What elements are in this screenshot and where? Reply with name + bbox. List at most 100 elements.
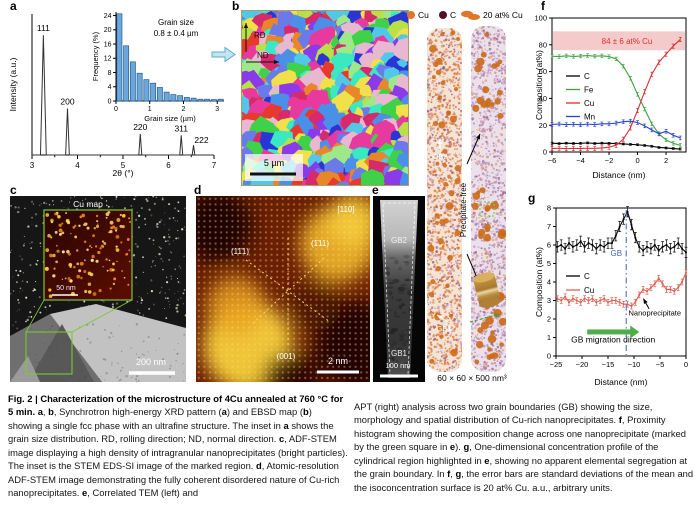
panel-label-e: e <box>372 183 379 197</box>
svg-text:40: 40 <box>539 94 547 103</box>
svg-text:100: 100 <box>534 14 547 23</box>
svg-text:0: 0 <box>547 352 551 361</box>
svg-text:−4: −4 <box>576 156 585 165</box>
gb-profile-plot: −25 −20 −15 −10 −5 0 0 1 2 3 4 5 6 7 8 Distance (nm) Com… <box>534 204 688 387</box>
svg-text:60 × 60 × 500 nm³: 60 × 60 × 500 nm³ <box>437 373 507 383</box>
caption-left-column: Fig. 2 | Characterization of the microst… <box>8 393 348 499</box>
svg-text:0.8 ± 0.4 µm: 0.8 ± 0.4 µm <box>154 29 199 38</box>
svg-text:0: 0 <box>684 360 688 369</box>
svg-text:(001): (001) <box>277 352 296 361</box>
svg-text:3: 3 <box>547 296 551 305</box>
svg-text:4: 4 <box>75 161 80 170</box>
svg-text:2: 2 <box>182 106 186 113</box>
svg-text:2: 2 <box>664 156 668 165</box>
svg-text:3: 3 <box>30 161 35 170</box>
svg-text:Precipitate-free: Precipitate-free <box>459 182 468 237</box>
svg-text:6: 6 <box>166 161 171 170</box>
svg-text:Distance (nm): Distance (nm) <box>593 170 646 180</box>
svg-text:20: 20 <box>104 27 112 34</box>
svg-text:5: 5 <box>547 259 551 268</box>
svg-text:8: 8 <box>547 204 551 213</box>
svg-text:GB2: GB2 <box>432 152 447 161</box>
svg-text:Distance (nm): Distance (nm) <box>595 377 648 387</box>
arrow-a-to-b-icon <box>211 46 236 63</box>
svg-text:ND: ND <box>257 51 269 60</box>
svg-text:0: 0 <box>114 106 118 113</box>
svg-text:50 nm: 50 nm <box>56 285 76 292</box>
svg-text:7: 7 <box>212 161 217 170</box>
svg-text:−6: −6 <box>548 156 557 165</box>
svg-text:C: C <box>584 72 590 81</box>
svg-text:20 at% Cu: 20 at% Cu <box>483 10 523 20</box>
svg-text:[110]: [110] <box>337 205 354 214</box>
apt-reconstructions: GB2 GB1 Precipitate-free 60 × 60 × 500 nm³ <box>427 26 507 383</box>
svg-text:(11̄1): (11̄1) <box>231 247 249 256</box>
svg-text:0: 0 <box>635 156 639 165</box>
caption-right-column: APT (right) analysis across two grain bo… <box>354 401 694 493</box>
svg-text:Frequency (%): Frequency (%) <box>91 31 100 81</box>
svg-text:−5: −5 <box>656 360 665 369</box>
svg-text:−10: −10 <box>628 360 641 369</box>
apt-legend: Cu C 20 at% Cu <box>407 10 523 20</box>
svg-text:Mn: Mn <box>584 112 595 121</box>
svg-text:20: 20 <box>539 121 547 130</box>
svg-text:1: 1 <box>148 106 152 113</box>
svg-text:Grain size: Grain size <box>158 18 195 27</box>
svg-text:4: 4 <box>547 278 551 287</box>
svg-text:2: 2 <box>547 315 551 324</box>
svg-text:C: C <box>450 10 456 20</box>
svg-text:5: 5 <box>121 161 126 170</box>
svg-text:1: 1 <box>547 333 551 342</box>
svg-text:7: 7 <box>547 222 551 231</box>
svg-text:100 nm: 100 nm <box>385 361 410 370</box>
svg-text:12: 12 <box>104 56 112 63</box>
atomic-resolution-image: (11̄1) (1̄11) (001) [110] 2 nm <box>196 196 370 382</box>
proxigram-plot: 84 ± 6 at% Cu−6 −4 −2 0 2020406080100Distanc… <box>534 14 687 180</box>
svg-text:84 ± 6 at% Cu: 84 ± 6 at% Cu <box>602 37 653 46</box>
ebsd-map: RD ND 5 µm <box>241 10 409 186</box>
tem-needle-image: GB2 GB1 100 nm <box>373 196 425 382</box>
svg-text:RD: RD <box>254 31 266 40</box>
svg-text:0: 0 <box>108 98 112 105</box>
svg-text:Fe: Fe <box>584 85 594 94</box>
svg-text:80: 80 <box>539 40 547 49</box>
svg-text:−2: −2 <box>605 156 614 165</box>
svg-text:−20: −20 <box>576 360 589 369</box>
svg-text:GB2: GB2 <box>391 236 408 245</box>
svg-text:2 nm: 2 nm <box>328 356 348 366</box>
svg-text:Intensity (a.u.): Intensity (a.u.) <box>8 57 18 111</box>
svg-text:0: 0 <box>543 148 547 157</box>
panel-label-c: c <box>10 183 17 197</box>
svg-text:311: 311 <box>174 123 188 133</box>
svg-text:−15: −15 <box>602 360 615 369</box>
panel-label-a: a <box>10 0 17 13</box>
svg-text:GB1: GB1 <box>391 349 408 358</box>
panel-label-d: d <box>194 183 202 197</box>
svg-text:8: 8 <box>108 70 112 77</box>
svg-text:222: 222 <box>194 135 208 145</box>
panel-label-g: g <box>528 191 536 205</box>
svg-text:200: 200 <box>60 96 74 106</box>
svg-text:5 µm: 5 µm <box>264 158 284 168</box>
svg-text:Composition (at%): Composition (at%) <box>534 50 544 120</box>
svg-text:111: 111 <box>37 23 50 33</box>
svg-text:Cu map: Cu map <box>73 199 103 209</box>
svg-text:Cu: Cu <box>584 99 594 108</box>
panel-label-b: b <box>232 0 240 13</box>
svg-text:24: 24 <box>104 13 112 20</box>
panel-label-f: f <box>541 0 545 13</box>
svg-text:Composition (at%): Composition (at%) <box>534 247 544 317</box>
svg-text:16: 16 <box>104 41 112 48</box>
svg-text:Cu: Cu <box>418 10 429 20</box>
svg-text:4: 4 <box>108 84 112 91</box>
svg-text:6: 6 <box>547 241 551 250</box>
svg-text:200 nm: 200 nm <box>136 357 166 367</box>
svg-text:Grain size (µm): Grain size (µm) <box>144 114 196 123</box>
svg-text:2θ (°): 2θ (°) <box>113 168 134 178</box>
adf-stem-image: Cu map 50 nm 200 nm <box>9 195 188 383</box>
svg-text:3: 3 <box>215 106 219 113</box>
svg-text:220: 220 <box>133 122 147 132</box>
svg-text:60: 60 <box>539 67 547 76</box>
